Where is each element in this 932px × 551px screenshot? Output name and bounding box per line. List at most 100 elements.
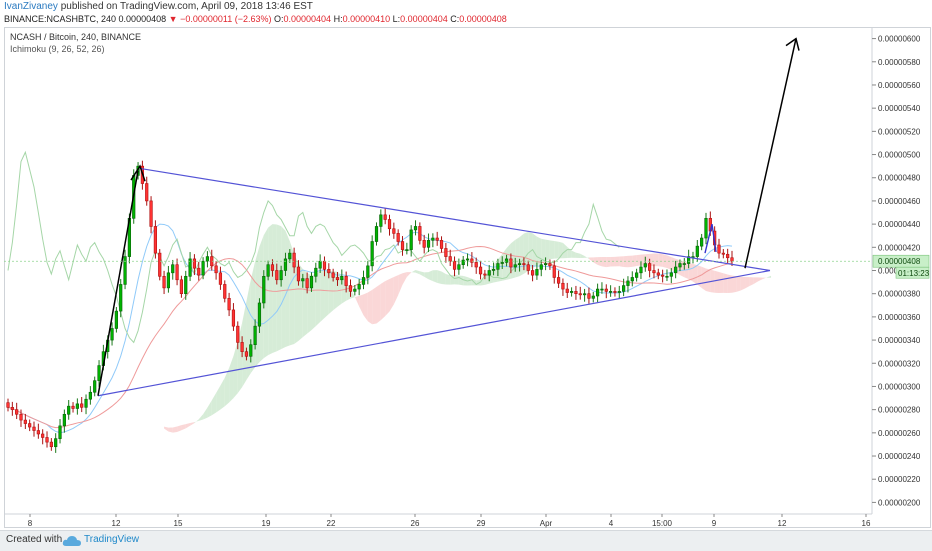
candle-down	[726, 253, 730, 259]
y-tick-label: 0.00000240	[878, 452, 921, 461]
ichimoku-cloud-bull	[467, 277, 472, 286]
ichimoku-cloud-bull	[424, 272, 429, 280]
y-tick-label: 0.00000200	[878, 498, 921, 507]
candle-down	[244, 351, 249, 357]
ichimoku-cloud-bull	[411, 270, 416, 273]
candle-down	[197, 267, 201, 276]
candle-up	[97, 365, 101, 381]
candle-up	[643, 263, 647, 268]
candle-down	[322, 260, 327, 270]
candle-up	[409, 229, 413, 250]
candle-up	[543, 263, 548, 266]
candle-up	[674, 266, 678, 274]
candle-down	[145, 183, 149, 202]
candle-down	[49, 441, 53, 448]
candle-up	[569, 291, 574, 293]
candle-down	[474, 262, 478, 268]
candle-down	[15, 409, 19, 415]
ichimoku-cloud-bear	[753, 277, 759, 284]
ichimoku-cloud-bear	[705, 268, 711, 293]
ichimoku-cloud-bear	[749, 277, 754, 287]
candle-up	[465, 258, 470, 261]
x-tick-label: 22	[327, 519, 336, 528]
y-tick-label: 0.00000440	[878, 220, 921, 229]
ichimoku-cloud-bear	[385, 279, 390, 317]
author-link[interactable]: IvanZivaney	[4, 1, 58, 12]
candle-down	[530, 270, 535, 276]
ichimoku-cloud-bull	[276, 224, 282, 352]
tenkan-line	[7, 223, 733, 434]
ohlc-line: BINANCE:NCASHBTC, 240 0.00000408 ▼ −0.00…	[4, 13, 507, 25]
candle-up	[266, 264, 270, 277]
ichimoku-cloud-bull	[562, 242, 568, 259]
candle-up	[461, 259, 465, 266]
ichimoku-cloud-bull	[766, 275, 772, 278]
candle-down	[214, 265, 218, 274]
candle-up	[201, 260, 205, 276]
countdown-tag-text: 01:13:23	[898, 269, 930, 278]
candle-down	[179, 279, 184, 294]
ichimoku-cloud-bear	[610, 256, 615, 267]
impulse-arrowhead-icon	[130, 164, 146, 182]
ichimoku-cloud-bull	[281, 226, 286, 350]
candle-down	[41, 433, 45, 438]
ichimoku-cloud-bear	[606, 256, 611, 268]
ichimoku-cloud-bull	[510, 239, 516, 279]
x-tick-label: 26	[411, 519, 420, 528]
x-tick-label: 15	[174, 519, 183, 528]
candle-down	[452, 260, 457, 270]
ichimoku-cloud-bull	[437, 270, 442, 284]
candle-down	[305, 278, 309, 289]
tradingview-brand-link[interactable]: TradingView	[84, 534, 140, 545]
candle-up	[123, 256, 127, 285]
candle-down	[383, 214, 387, 220]
ichimoku-cloud-bear	[658, 253, 663, 267]
ichimoku-cloud-bull	[320, 270, 325, 322]
candle-up	[635, 272, 639, 278]
candle-down	[348, 285, 353, 292]
candle-up	[700, 237, 704, 247]
symbol-label: BINANCE:NCASHBTC, 240	[4, 14, 117, 24]
footer-bar: Created with TradingView	[0, 530, 932, 551]
ichimoku-cloud-bull	[315, 270, 321, 327]
ichimoku-cloud-bull	[337, 271, 342, 307]
candle-up	[166, 272, 171, 289]
ichimoku-cloud-bear	[168, 427, 173, 433]
chart-pane[interactable]	[4, 27, 931, 528]
candle-up	[704, 218, 708, 239]
ichimoku-cloud-bull	[580, 253, 585, 258]
ichimoku-cloud-bear	[688, 262, 693, 282]
candle-up	[171, 264, 175, 274]
x-tick-label: 4	[609, 519, 614, 528]
ichimoku-cloud-bear	[359, 294, 364, 316]
candle-down	[32, 426, 36, 431]
y-tick-label: 0.00000600	[878, 35, 921, 44]
price-chart[interactable]: 0.00000200 0.00000220 0.00000240 0.00000260…	[0, 0, 932, 530]
candle-down	[192, 258, 197, 269]
ichimoku-cloud-bull	[216, 385, 221, 413]
ichimoku-cloud-bull	[324, 270, 329, 318]
ichimoku-cloud-bull	[346, 281, 351, 301]
y-tick-label: 0.00000500	[878, 151, 921, 160]
ichimoku-cloud-bull	[584, 256, 589, 259]
candle-up	[257, 302, 262, 327]
candle-up	[361, 277, 366, 285]
candle-down	[552, 265, 556, 278]
candle-down	[275, 270, 279, 281]
forecast-arrowhead-icon	[785, 37, 800, 51]
ichimoku-cloud-bull	[432, 270, 438, 283]
y-tick-label: 0.00000320	[878, 359, 921, 368]
ichimoku-cloud-bear	[727, 274, 732, 293]
ichimoku-cloud-bear	[640, 254, 646, 266]
candle-up	[75, 403, 79, 409]
candle-up	[626, 280, 630, 286]
candle-up	[591, 295, 595, 299]
candle-up	[262, 275, 266, 304]
ichimoku-cloud-bear	[632, 255, 637, 267]
candle-up	[695, 245, 699, 257]
ichimoku-cloud-bull	[198, 414, 204, 421]
indicator-legend[interactable]: Ichimoku (9, 26, 52, 26)	[10, 44, 105, 54]
candle-down	[470, 258, 474, 263]
x-tick-label: 12	[112, 519, 121, 528]
y-tick-label: 0.00000280	[878, 406, 921, 415]
